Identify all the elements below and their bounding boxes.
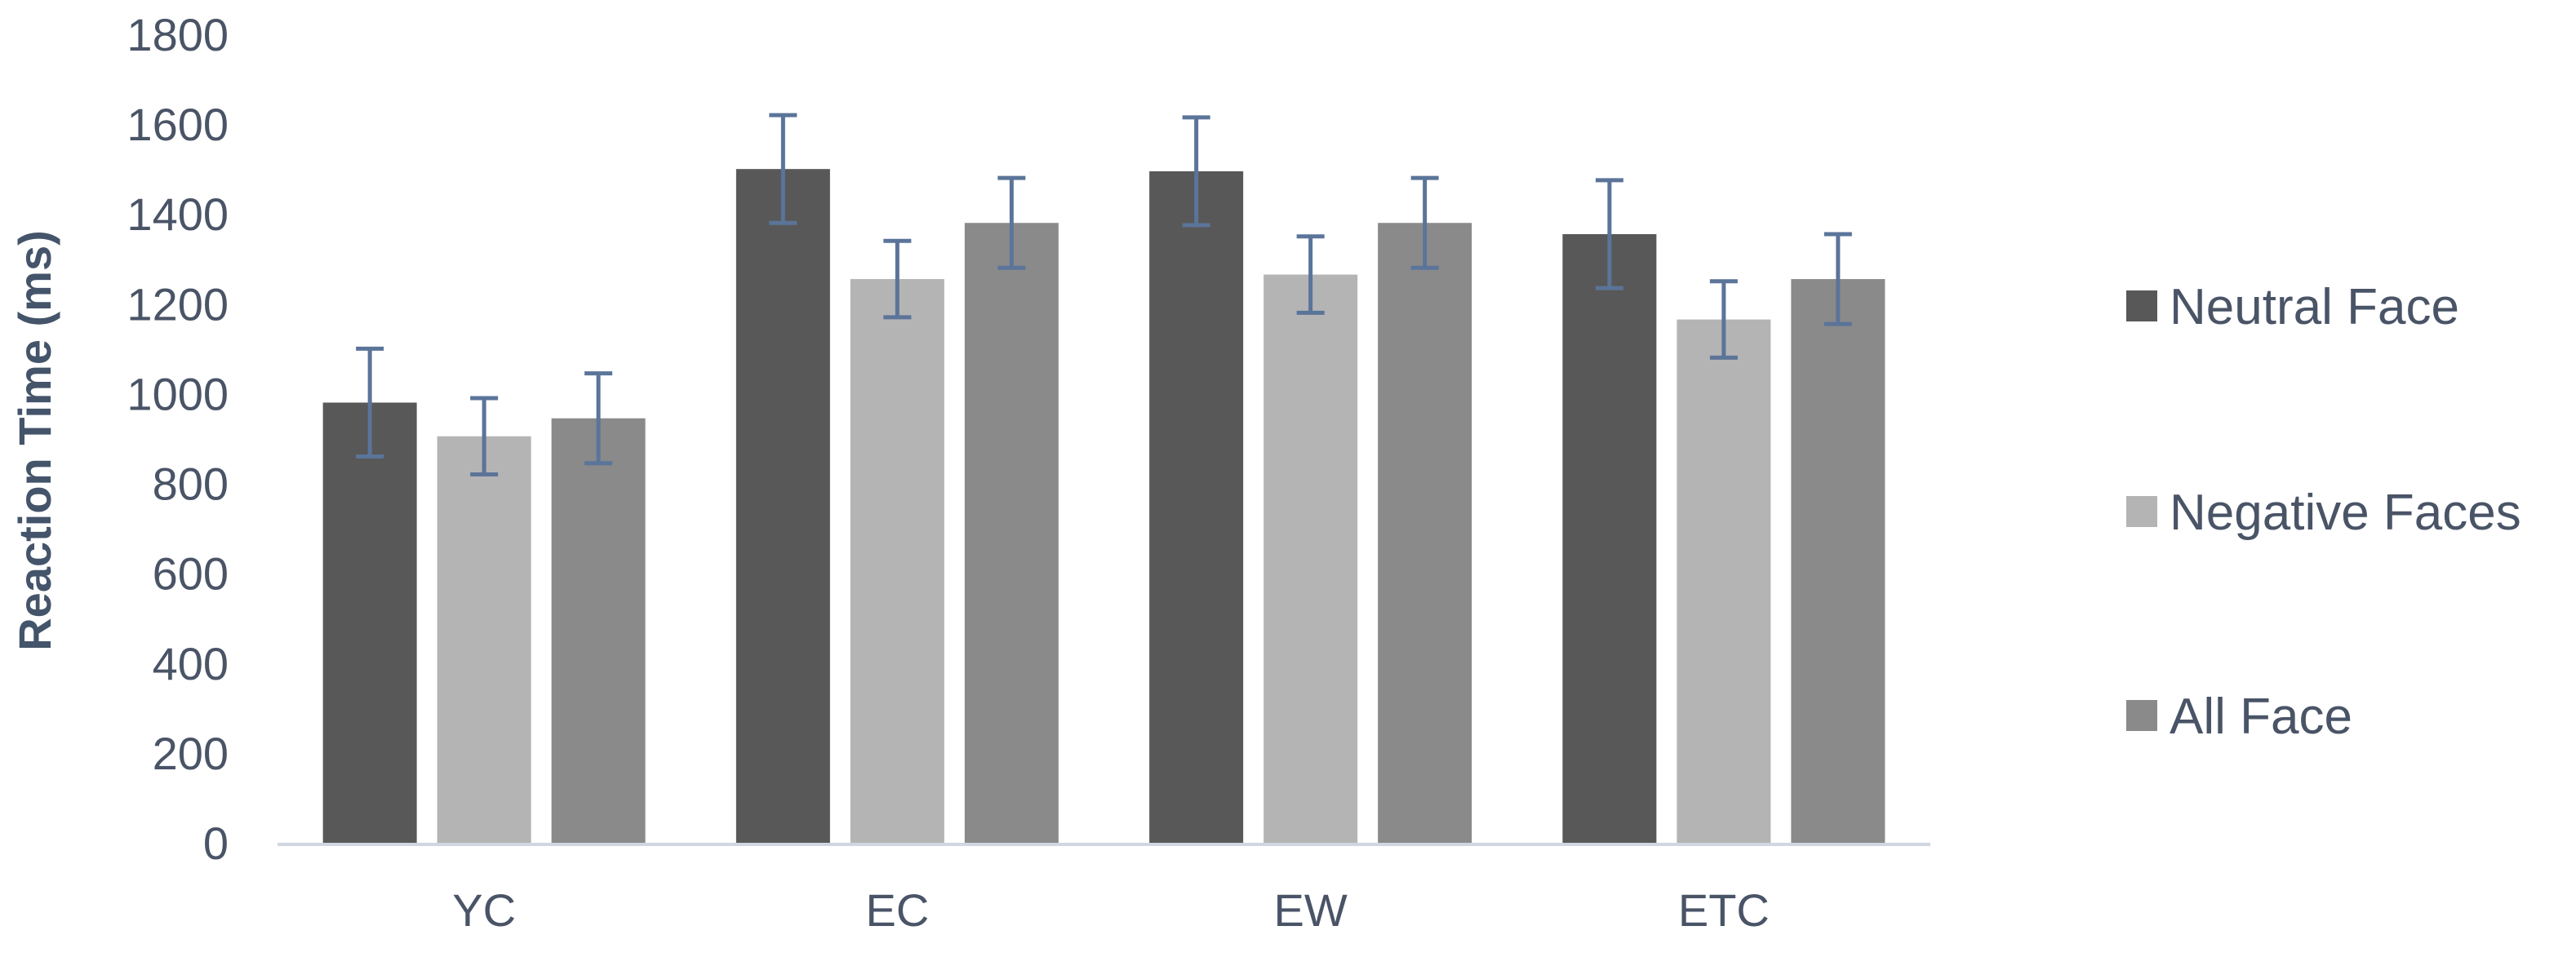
y-tick-label: 1600 (127, 99, 229, 150)
bar-negative-faces-ec (850, 279, 944, 844)
y-tick-label: 1800 (127, 9, 229, 60)
y-axis-ticks: 0 200 400 600 800 1000 1200 1400 1600 1800 (127, 9, 229, 869)
error-bars (356, 113, 1852, 477)
y-tick-label: 600 (153, 548, 229, 600)
category-labels: YC EC EW ETC (452, 884, 1770, 936)
y-tick-label: 200 (153, 728, 229, 779)
x-category-label: EC (865, 884, 929, 936)
y-axis-title: Reaction Time (ms) (9, 230, 60, 651)
bar-negative-faces-etc (1677, 319, 1771, 843)
bar-neutral-face-yc (322, 402, 417, 843)
legend-label: Neutral Face (2170, 279, 2459, 335)
bar-all-face-ec (964, 223, 1059, 843)
bar-all-face-ew (1378, 223, 1472, 843)
y-tick-label: 1200 (127, 278, 229, 330)
legend-swatch (2126, 700, 2157, 731)
bar-neutral-face-ew (1149, 171, 1244, 844)
legend-swatch (2126, 290, 2157, 321)
bar-all-face-yc (551, 418, 646, 843)
legend-label: Negative Faces (2170, 485, 2521, 541)
y-tick-label: 0 (203, 817, 229, 869)
legend: Neutral Face Negative Faces All Face (2126, 279, 2521, 745)
y-axis-title-group: Reaction Time (ms) (9, 230, 60, 651)
x-category-label: EW (1274, 884, 1348, 936)
bar-neutral-face-ec (735, 169, 830, 843)
y-tick-label: 1000 (127, 368, 229, 419)
x-category-label: YC (452, 884, 516, 936)
legend-label: All Face (2170, 689, 2352, 745)
y-tick-label: 1400 (127, 188, 229, 240)
bar-negative-faces-yc (437, 436, 531, 843)
y-tick-label: 400 (153, 638, 229, 689)
y-tick-label: 800 (153, 459, 229, 510)
bar-negative-faces-ew (1264, 274, 1358, 843)
bar-neutral-face-etc (1562, 233, 1657, 844)
legend-swatch (2126, 496, 2157, 527)
bars (322, 169, 1885, 844)
x-category-label: ETC (1678, 884, 1770, 936)
bar-all-face-etc (1791, 279, 1885, 844)
